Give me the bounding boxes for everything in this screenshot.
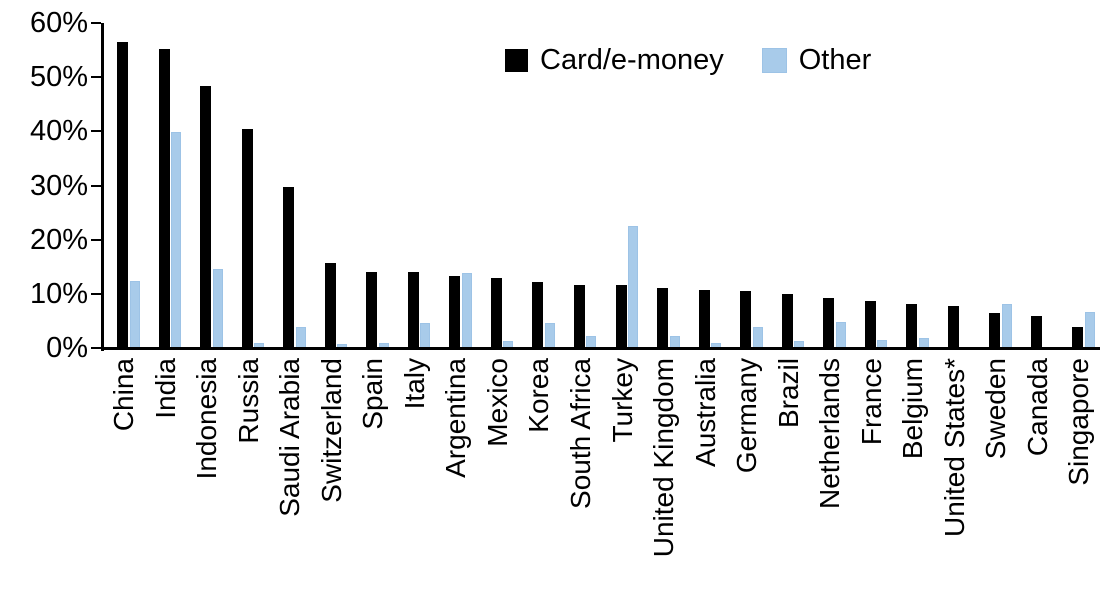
x-axis-category-label: Indonesia <box>191 358 222 480</box>
y-axis-tick <box>91 22 101 24</box>
x-axis-category-label: Germany <box>731 358 762 474</box>
y-axis-tick <box>91 130 101 133</box>
y-axis-tick-label: 10% <box>29 277 88 310</box>
bar-other-italy <box>420 323 430 348</box>
legend-swatch-other-icon <box>761 48 787 73</box>
bar-card-e-money-canada <box>1031 316 1042 348</box>
x-axis-category-label: Korea <box>523 358 554 433</box>
legend-item-card-e-money: Card/e-money <box>505 44 724 77</box>
bar-card-e-money-sweden <box>989 313 1000 348</box>
bar-card-e-money-france <box>865 301 876 348</box>
x-axis-category-label: United States* <box>939 358 970 537</box>
x-axis-category-label: Switzerland <box>316 358 347 503</box>
x-axis-category-label: Belgium <box>897 358 928 460</box>
y-axis-tick-label: 0% <box>46 332 88 364</box>
y-axis-tick-label: 30% <box>29 169 88 202</box>
bar-card-e-money-mexico <box>491 278 502 348</box>
bar-card-e-money-brazil <box>782 294 793 348</box>
bar-card-e-money-netherlands <box>823 298 834 348</box>
bar-card-e-money-united-states- <box>948 306 959 348</box>
x-axis-category-label: Sweden <box>980 358 1011 460</box>
bar-card-e-money-italy <box>408 272 419 348</box>
bar-other-netherlands <box>836 322 846 348</box>
bar-other-indonesia <box>213 269 223 348</box>
y-axis-tick <box>91 76 101 79</box>
x-axis-category-label: Russia <box>233 358 264 444</box>
bar-card-e-money-united-kingdom <box>657 288 668 348</box>
x-axis-category-label: Netherlands <box>814 358 845 509</box>
legend-label-other: Other <box>798 44 872 76</box>
x-axis-category-label: Saudi Arabia <box>274 358 305 517</box>
bar-other-korea <box>545 323 555 348</box>
x-axis-category-label: Canada <box>1022 358 1053 457</box>
y-axis-tick-label: 50% <box>29 61 88 94</box>
legend-swatch-card-e-money-icon <box>505 49 528 72</box>
bar-other-singapore <box>1085 312 1095 348</box>
x-axis-category-label: Spain <box>357 358 388 430</box>
x-axis-category-label: Mexico <box>482 358 513 447</box>
x-axis-line <box>101 347 1100 350</box>
bar-card-e-money-saudi-arabia <box>283 187 294 348</box>
x-axis-category-label: China <box>108 358 139 432</box>
legend-item-other: Other <box>761 44 872 77</box>
x-axis-category-label: Turkey <box>607 358 638 443</box>
bar-other-india <box>171 132 181 348</box>
y-axis-line <box>101 23 104 351</box>
bar-other-turkey <box>628 226 638 348</box>
x-axis-category-label: South Africa <box>565 358 596 509</box>
bar-card-e-money-indonesia <box>200 86 211 348</box>
bar-card-e-money-china <box>117 42 128 348</box>
x-axis-category-label: United Kingdom <box>648 358 679 558</box>
bar-card-e-money-singapore <box>1072 327 1083 348</box>
bar-card-e-money-korea <box>532 282 543 348</box>
bar-card-e-money-spain <box>366 272 377 348</box>
y-axis-tick <box>91 347 101 349</box>
bar-other-sweden <box>1002 304 1012 348</box>
bar-card-e-money-south-africa <box>574 285 585 348</box>
bar-other-saudi-arabia <box>296 327 306 348</box>
bar-card-e-money-australia <box>699 290 710 348</box>
legend: Card/e-money Other <box>505 44 871 77</box>
x-axis-category-label: France <box>856 358 887 446</box>
bar-card-e-money-argentina <box>449 276 460 348</box>
x-axis-category-label: India <box>150 358 181 419</box>
x-axis-category-label: Italy <box>399 358 430 410</box>
bar-other-argentina <box>462 273 472 348</box>
bar-card-e-money-turkey <box>616 285 627 348</box>
y-axis-tick <box>91 184 101 187</box>
bar-card-e-money-russia <box>242 129 253 348</box>
legend-label-card-e-money: Card/e-money <box>540 44 724 76</box>
y-axis-tick <box>91 292 101 295</box>
bar-other-germany <box>753 327 763 348</box>
bar-card-e-money-belgium <box>906 304 917 348</box>
y-axis-tick-label: 40% <box>29 115 88 148</box>
y-axis-tick-label: 60% <box>29 7 88 39</box>
bar-card-e-money-india <box>159 49 170 348</box>
x-axis-category-label: Australia <box>690 358 721 467</box>
y-axis-tick-label: 20% <box>29 223 88 256</box>
x-axis-category-label: Argentina <box>440 358 471 478</box>
y-axis-tick <box>91 238 101 241</box>
x-axis-category-label: Singapore <box>1063 358 1094 486</box>
bar-other-china <box>130 281 140 348</box>
bar-card-e-money-germany <box>740 291 751 348</box>
x-axis-category-label: Brazil <box>773 358 804 429</box>
bar-card-e-money-switzerland <box>325 263 336 348</box>
